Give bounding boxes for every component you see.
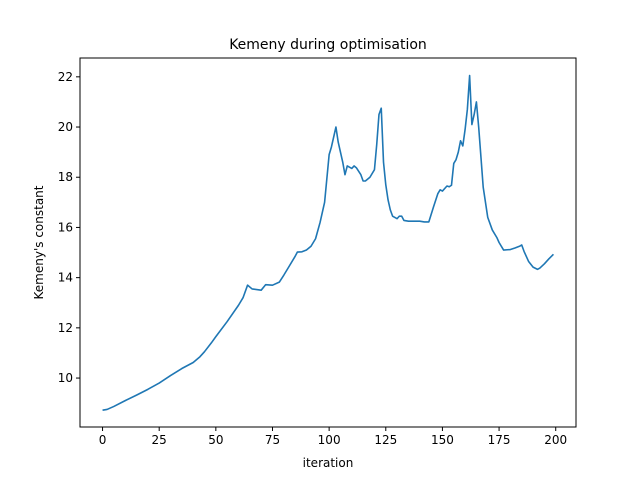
y-tick-label: 22 xyxy=(58,70,73,84)
y-tick-label: 16 xyxy=(58,220,73,234)
y-tick-label: 20 xyxy=(58,120,73,134)
x-tick-label: 0 xyxy=(99,433,107,447)
y-tick-label: 14 xyxy=(58,271,73,285)
plot-area xyxy=(102,74,555,411)
x-tick-label: 75 xyxy=(265,433,280,447)
x-axis: 0 25 50 75 100 125 150 175 200 xyxy=(99,427,567,447)
x-tick-label: 125 xyxy=(374,433,397,447)
y-axis: 10 12 14 16 18 20 22 xyxy=(58,70,80,385)
chart-title: Kemeny during optimisation xyxy=(229,37,427,53)
y-axis-label: Kemeny's constant xyxy=(32,185,46,299)
x-tick-label: 175 xyxy=(488,433,511,447)
x-tick-label: 150 xyxy=(431,433,454,447)
x-tick-label: 50 xyxy=(208,433,223,447)
y-tick-label: 10 xyxy=(58,371,73,385)
axes-frame xyxy=(79,57,577,428)
x-tick-label: 200 xyxy=(544,433,567,447)
series-line xyxy=(102,74,555,411)
x-axis-label: iteration xyxy=(303,456,354,470)
x-tick-label: 100 xyxy=(318,433,341,447)
y-tick-label: 18 xyxy=(58,170,73,184)
x-tick-label: 25 xyxy=(152,433,167,447)
y-tick-label: 12 xyxy=(58,321,73,335)
